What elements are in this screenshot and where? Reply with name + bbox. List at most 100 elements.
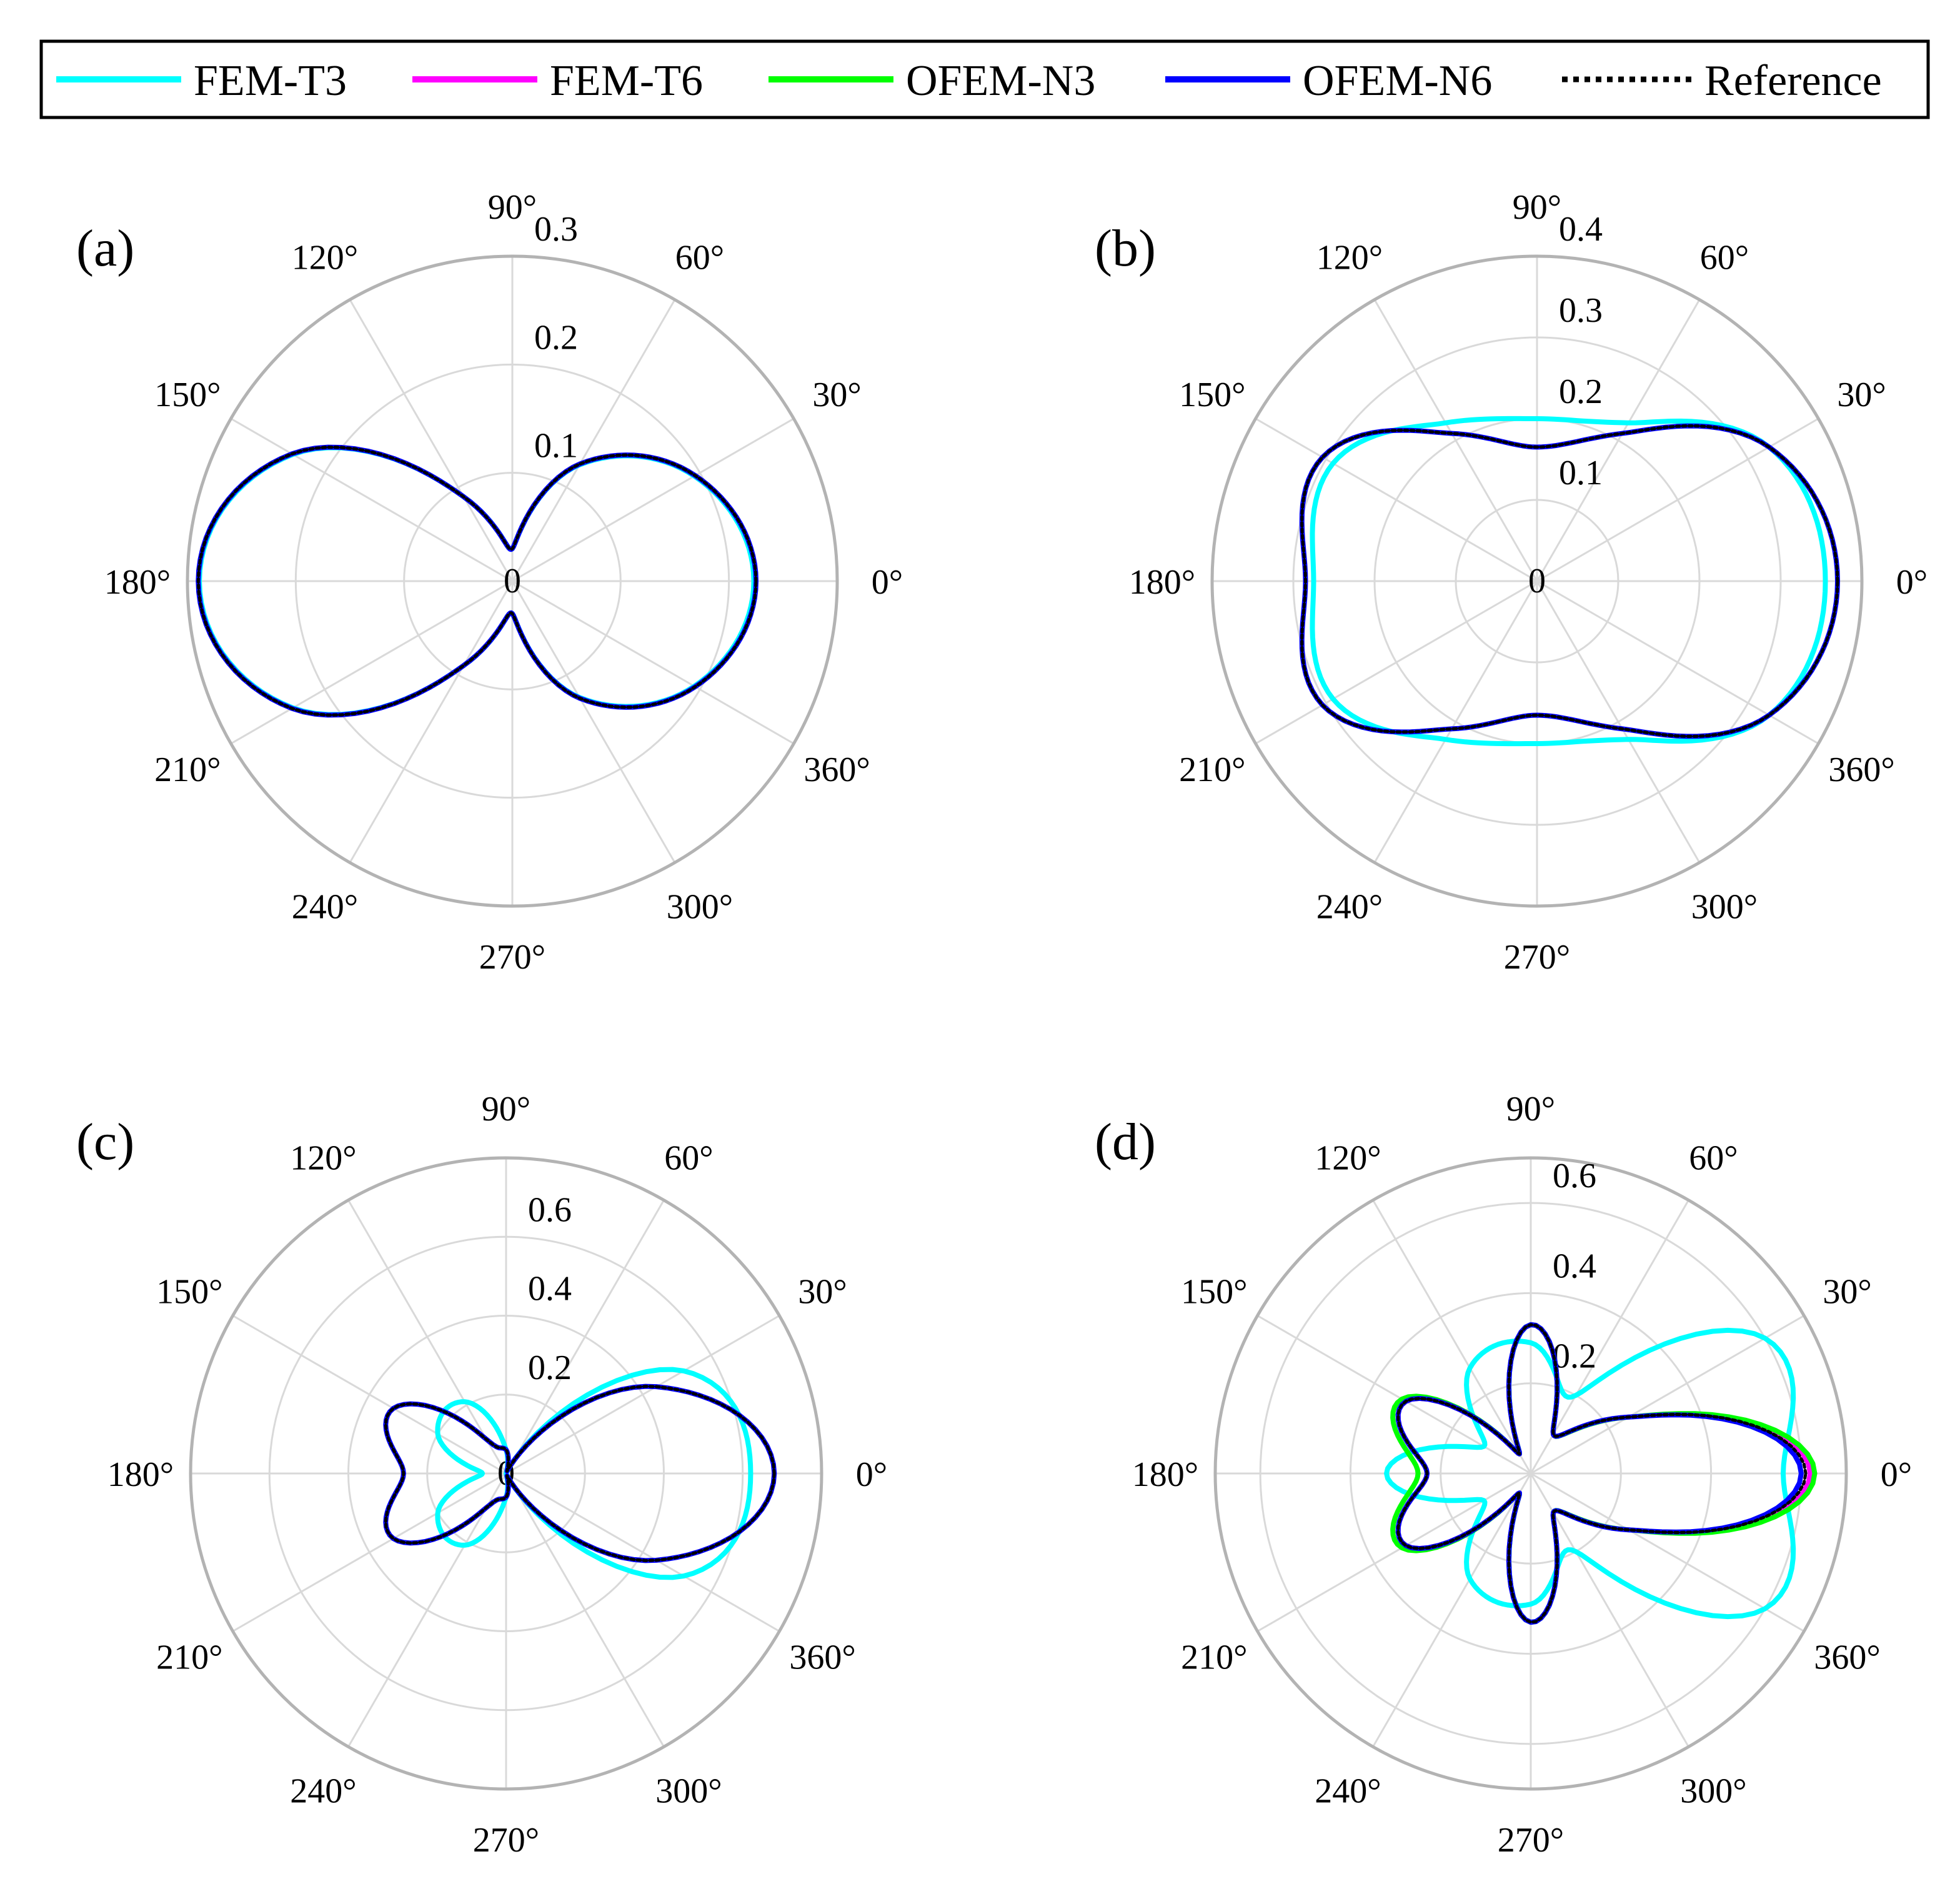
outer-ring — [186, 254, 839, 908]
grid-spoke — [1373, 581, 1538, 864]
series-line-reference — [196, 446, 758, 717]
angle-label: 210° — [1181, 1638, 1247, 1677]
panel-label: (c) — [76, 1113, 134, 1171]
angle-label: 60° — [664, 1139, 713, 1177]
angle-label: 360° — [789, 1638, 855, 1677]
outer-ring — [1210, 254, 1864, 908]
grid-spoke — [505, 1472, 780, 1632]
angle-label: 300° — [1680, 1772, 1746, 1811]
grid-spoke — [1536, 417, 1819, 582]
angle-label: 360° — [1828, 750, 1894, 789]
radial-tick-label: 0.3 — [534, 210, 578, 249]
legend-box — [39, 39, 1930, 119]
grid-spoke — [505, 1315, 780, 1475]
grid-spoke — [1255, 417, 1538, 582]
radial-tick-label: 0.4 — [528, 1270, 572, 1308]
angle-label: 30° — [798, 1273, 847, 1312]
angle-label: 120° — [292, 238, 358, 277]
radial-tick-label: 0.2 — [534, 318, 578, 357]
radial-tick-label: 0 — [1528, 562, 1546, 601]
angle-label: 30° — [1837, 376, 1886, 414]
angle-label: 240° — [292, 888, 358, 927]
polar-panel-2: 0° 30° 60° 90° 120° 150° 180° 210° 240° 270° 300° 3… — [76, 1090, 887, 1860]
grid-spoke — [1536, 299, 1701, 582]
angle-label: 0° — [856, 1455, 887, 1494]
grid-spoke — [512, 417, 795, 582]
angle-label: 210° — [156, 1638, 222, 1677]
angle-label: 0° — [872, 563, 903, 602]
grid-spoke — [1530, 1315, 1805, 1475]
grid-spoke — [232, 1315, 507, 1475]
grid-spoke — [1530, 1472, 1805, 1632]
radial-tick-label: 0.2 — [528, 1348, 572, 1387]
angle-label: 360° — [803, 750, 870, 789]
series-line-reference — [1300, 424, 1839, 738]
angle-label: 120° — [1316, 238, 1383, 277]
angle-label: 360° — [1814, 1638, 1880, 1677]
angle-label: 300° — [655, 1772, 722, 1811]
grid-spoke — [1372, 1473, 1532, 1748]
grid-spoke — [349, 581, 514, 864]
angle-label: 150° — [1179, 376, 1245, 414]
grid-spoke — [1373, 299, 1538, 582]
radial-tick-label: 0.6 — [1553, 1157, 1596, 1195]
polar-panel-3: 0° 30° 60° 90° 120° 150° 180° 210° 240° 270° 300° 3… — [1095, 1090, 1912, 1860]
series-line-fem-t3 — [1384, 1327, 1796, 1620]
legend-label-reference: Reference — [1704, 57, 1882, 105]
legend-label-fem-t3: FEM-T3 — [194, 57, 347, 105]
grid-spoke — [505, 1473, 665, 1748]
angle-label: 180° — [1129, 563, 1195, 602]
panel-label: (d) — [1095, 1113, 1156, 1171]
radial-tick-label: 0.1 — [534, 427, 578, 466]
radial-tick-label: 0.2 — [1553, 1337, 1596, 1376]
angle-label: 270° — [473, 1821, 539, 1860]
grid-spoke — [1372, 1199, 1532, 1474]
series-line-fem-t3 — [1310, 416, 1828, 747]
legend-entry-ofem-n6: OFEM-N6 — [1165, 57, 1492, 105]
legend-entry-ofem-n3: OFEM-N3 — [769, 57, 1095, 105]
angle-label: 0° — [1881, 1455, 1912, 1494]
grid-spoke — [1256, 1315, 1531, 1475]
angle-label: 60° — [1700, 238, 1749, 277]
legend-entry-reference: Reference — [1562, 57, 1882, 105]
radial-tick-label: 0.4 — [1559, 210, 1603, 249]
legend: FEM-T3 FEM-T6 OFEM-N3 OFEM-N6 Reference — [39, 39, 1930, 119]
radial-tick-label: 0 — [504, 562, 521, 601]
angle-label: 30° — [812, 376, 861, 414]
angle-label: 90° — [488, 188, 537, 227]
angle-label: 150° — [156, 1273, 222, 1312]
angle-label: 120° — [1315, 1139, 1381, 1177]
grid-spoke — [511, 299, 676, 582]
outer-ring — [1213, 1156, 1848, 1791]
series-line-reference — [1396, 1323, 1808, 1624]
angle-label: 270° — [1498, 1821, 1564, 1860]
grid-spoke — [1256, 1472, 1531, 1632]
angle-label: 270° — [479, 938, 545, 977]
angle-label: 210° — [154, 750, 221, 789]
angle-label: 150° — [154, 376, 221, 414]
angle-label: 300° — [1691, 888, 1758, 927]
angle-label: 90° — [1506, 1090, 1555, 1129]
grid-spoke — [347, 1473, 507, 1748]
legend-label-fem-t6: FEM-T6 — [550, 57, 703, 105]
radial-tick-label: 0.3 — [1559, 291, 1603, 330]
angle-label: 150° — [1181, 1273, 1247, 1312]
angle-label: 60° — [1689, 1139, 1738, 1177]
outer-ring — [189, 1156, 823, 1791]
angle-label: 300° — [667, 888, 733, 927]
angle-label: 180° — [1132, 1455, 1198, 1494]
angle-label: 210° — [1179, 750, 1245, 789]
angle-label: 120° — [290, 1139, 356, 1177]
angle-label: 180° — [107, 1455, 174, 1494]
legend-label-ofem-n3: OFEM-N3 — [906, 57, 1095, 105]
radial-tick-label: 0.2 — [1559, 372, 1603, 411]
legend-entry-fem-t6: FEM-T6 — [412, 57, 703, 105]
grid-spoke — [1530, 1199, 1689, 1474]
grid-spoke — [1536, 580, 1819, 745]
radial-tick-label: 0.6 — [528, 1190, 572, 1229]
angle-label: 240° — [1315, 1772, 1381, 1811]
angle-label: 90° — [1513, 188, 1561, 227]
angle-label: 0° — [1896, 563, 1928, 602]
panel-label: (b) — [1095, 219, 1156, 277]
radial-tick-label: 0.1 — [1559, 454, 1603, 492]
